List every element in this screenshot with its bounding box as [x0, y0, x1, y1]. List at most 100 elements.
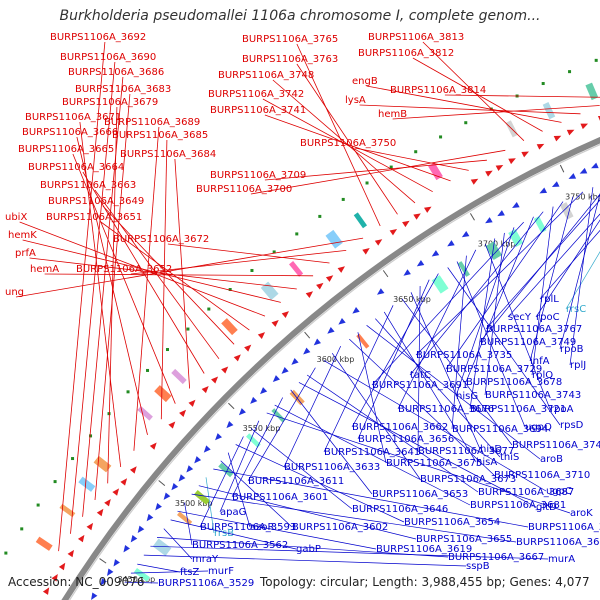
- forward-gene-label: BURPS1106A_3684: [120, 149, 216, 160]
- forward-gene-label: BURPS1106A_3663: [40, 180, 136, 191]
- gc-dot: [318, 214, 322, 218]
- forward-leader-line: [262, 98, 433, 193]
- forward-leader-line: [82, 76, 124, 517]
- forward-gene-arrow: [104, 499, 111, 507]
- reverse-gene-label: apaG: [220, 507, 246, 518]
- forward-gene-arrow: [51, 573, 58, 582]
- reverse-leader-line: [290, 389, 373, 495]
- forward-gene-label: BURPS1106A_3671: [25, 112, 121, 123]
- reverse-gene-arrow: [327, 327, 335, 334]
- forward-leader-line: [174, 158, 190, 389]
- gc-dot: [146, 368, 150, 372]
- reverse-gene-label: rplL: [540, 294, 559, 305]
- reverse-gene-label: BURPS1106A_3619: [376, 544, 472, 555]
- forward-leader-line: [422, 41, 525, 141]
- forward-leader-line: [107, 106, 118, 484]
- reverse-leader-line: [170, 519, 297, 550]
- forward-leader-line: [15, 237, 364, 298]
- gc-dot: [272, 250, 276, 254]
- reverse-gene-label: rplQ: [532, 370, 553, 381]
- gc-dot: [207, 307, 211, 311]
- forward-gene-arrow: [508, 158, 516, 165]
- forward-leader-line: [296, 43, 381, 227]
- reverse-leader-line: [150, 545, 549, 560]
- forward-gene-label: BURPS1106A_3742: [208, 89, 304, 100]
- reverse-gene-label: murF: [208, 566, 234, 577]
- tick-mark: [304, 331, 311, 339]
- cog-block-inner: [177, 511, 193, 526]
- gc-dot: [20, 527, 24, 531]
- forward-gene-arrow: [86, 522, 94, 531]
- cog-block-outer: [585, 82, 599, 101]
- reverse-gene-label: hisD: [480, 444, 502, 455]
- reverse-leader-line: [227, 452, 251, 528]
- reverse-leader-line: [274, 404, 471, 506]
- forward-gene-label: BURPS1106A_3679: [62, 97, 158, 108]
- reverse-gene-label: BURPS1106A_3593: [200, 522, 296, 533]
- forward-gene-label: BURPS1106A_3686: [68, 67, 164, 78]
- reverse-leader-line: [199, 436, 244, 528]
- reverse-gene-label: BURPS1106A_3710: [494, 470, 590, 481]
- cog-block-outer: [221, 318, 238, 336]
- reverse-gene-label: secY: [508, 312, 532, 323]
- map-footer: Accession: NC_009076 Topology: circular;…: [0, 575, 600, 599]
- reverse-gene-arrow: [130, 535, 138, 543]
- reverse-leader-line: [163, 528, 193, 560]
- reverse-gene-label: BURPS1106A_3601: [232, 492, 328, 503]
- reverse-gene-label: BURPS1106A_3662: [352, 422, 448, 433]
- cog-block-outer: [154, 385, 172, 403]
- forward-leader-line: [76, 136, 148, 435]
- forward-gene-label: BURPS1106A_3750: [300, 138, 396, 149]
- forward-gene-label: lysA: [345, 95, 366, 106]
- reverse-gene-label: mraY: [192, 554, 219, 565]
- forward-gene-arrow: [244, 344, 252, 352]
- reverse-gene-arrow: [100, 578, 107, 586]
- forward-gene-label: BURPS1106A_3692: [50, 32, 146, 43]
- reverse-gene-arrow: [178, 474, 186, 482]
- reverse-gene-label: rpsD: [560, 420, 584, 431]
- reverse-gene-arrow: [215, 433, 223, 441]
- gc-dot: [568, 70, 572, 74]
- cog-block-outer: [35, 536, 53, 551]
- forward-leader-line: [296, 63, 398, 215]
- reverse-gene-arrow: [171, 483, 179, 491]
- cog-block-outer: [93, 455, 112, 473]
- forward-gene-label: BURPS1106A_3748: [218, 70, 314, 81]
- gc-dot: [71, 457, 75, 461]
- reverse-gene-label: BURPS1106A_3729: [446, 364, 542, 375]
- cog-block-outer: [59, 503, 76, 518]
- reverse-leader-line: [507, 213, 600, 318]
- forward-gene-label: BURPS1106A_3685: [112, 130, 208, 141]
- reverse-gene-arrow: [226, 421, 234, 429]
- forward-gene-arrow: [179, 409, 187, 417]
- forward-gene-arrow: [485, 170, 493, 177]
- forward-leader-line: [264, 114, 451, 182]
- reverse-gene-label: BURPS1106A_3678: [466, 377, 562, 388]
- gc-dot: [439, 135, 443, 139]
- reverse-leader-line: [137, 563, 181, 573]
- reverse-leader-line: [266, 412, 571, 514]
- reverse-leader-line: [485, 199, 600, 330]
- tick-label: 3500 kbp: [175, 499, 213, 508]
- forward-gene-arrow: [58, 562, 66, 571]
- reverse-gene-label: BURPS1106A_3633: [284, 462, 380, 473]
- forward-gene-label: BURPS1106A_3664: [28, 162, 124, 173]
- cog-block-outer: [542, 102, 556, 120]
- reverse-gene-arrow: [91, 592, 98, 600]
- backbone-highlight: [69, 143, 600, 600]
- cog-block-inner: [289, 389, 305, 406]
- forward-gene-arrow: [337, 266, 345, 273]
- tick-mark: [228, 402, 235, 410]
- forward-leader-line: [392, 105, 600, 120]
- forward-gene-label: BURPS1106A_3709: [210, 170, 306, 181]
- tick-label: 3650 kbp: [393, 295, 431, 304]
- tick-label: 3600 kbp: [317, 355, 355, 364]
- forward-gene-label: hemA: [30, 264, 59, 275]
- cog-block-inner: [559, 202, 574, 220]
- forward-leader-line: [58, 41, 106, 552]
- gc-dot: [341, 197, 345, 201]
- forward-gene-label: BURPS1106A_3741: [210, 105, 306, 116]
- forward-gene-arrow: [233, 354, 241, 362]
- forward-gene-label: engB: [352, 76, 378, 87]
